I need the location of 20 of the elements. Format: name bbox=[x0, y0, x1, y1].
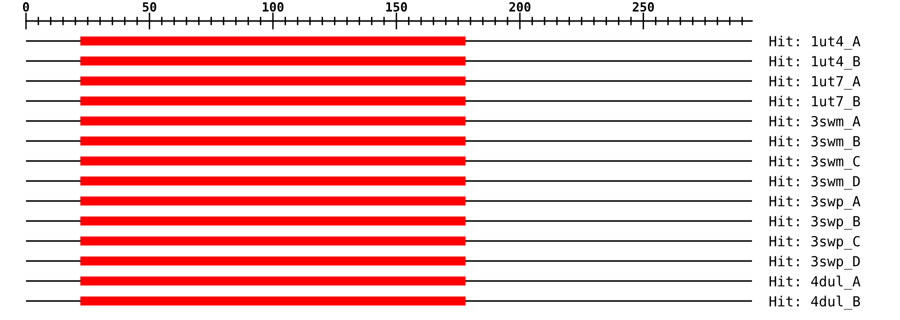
x-tick-label: 50 bbox=[142, 2, 156, 12]
y-tick-label: Hit: 1ut7_A bbox=[770, 76, 860, 90]
y-tick-label: Hit: 3swp_B bbox=[770, 216, 860, 230]
x-tick-label: 150 bbox=[386, 2, 407, 12]
y-tick-label: Hit: 3swp_D bbox=[770, 256, 860, 270]
x-tick-label: 100 bbox=[262, 2, 284, 12]
y-tick-label: Hit: 4dul_B bbox=[770, 296, 860, 310]
y-tick-label: Hit: 1ut7_B bbox=[770, 96, 860, 110]
y-tick-label: Hit: 3swm_B bbox=[770, 136, 860, 150]
x-tick-label: 0 bbox=[22, 2, 30, 12]
y-tick-label: Hit: 1ut4_A bbox=[770, 36, 860, 50]
y-tick-label: Hit: 1ut4_B bbox=[770, 56, 860, 70]
y-tick-label: Hit: 3swp_C bbox=[770, 236, 860, 250]
y-tick-label: Hit: 3swm_D bbox=[770, 176, 860, 190]
x-tick-label: 200 bbox=[509, 2, 530, 12]
y-tick-label: Hit: 3swm_A bbox=[770, 116, 860, 130]
y-tick-label: Hit: 3swp_A bbox=[770, 196, 860, 210]
x-tick-label: 250 bbox=[632, 2, 654, 12]
y-tick-label: Hit: 4dul_A bbox=[770, 276, 860, 290]
y-tick-label: Hit: 3swm_C bbox=[770, 156, 860, 170]
